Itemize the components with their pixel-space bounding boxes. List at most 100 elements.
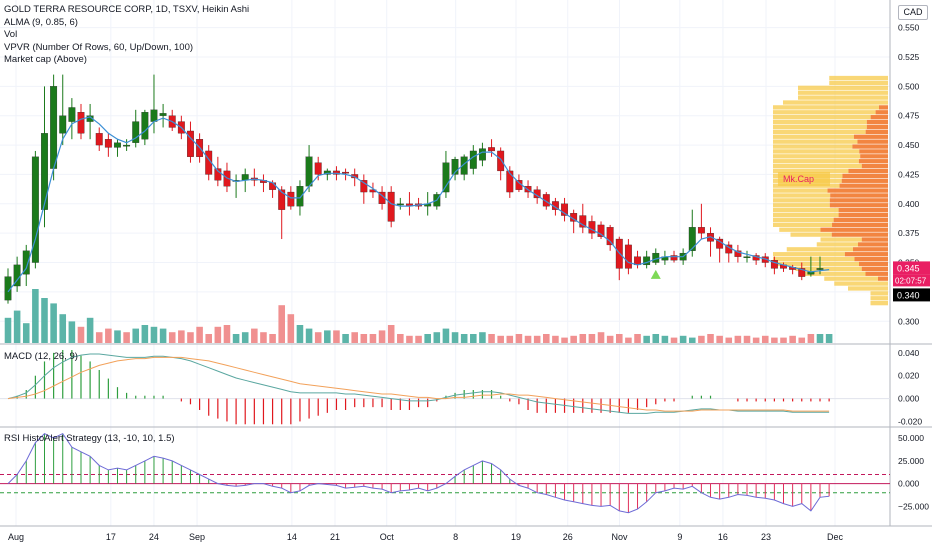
candle-0 [4,268,12,304]
current-price-badge [893,261,930,275]
candle-25 [232,174,240,198]
volume-bar-27 [251,328,258,343]
macd-tick-2: 0.020 [898,371,920,381]
volume-bar-61 [561,337,568,343]
volume-bar-56 [515,334,523,343]
vp-row-up-41 [773,110,876,115]
volume-bars [4,289,833,343]
price-tick-7: 0.475 [898,111,920,121]
candle-84 [770,256,778,275]
candle-43 [396,197,404,210]
candle-body-49 [451,159,459,175]
candle-body-39 [360,180,368,193]
vp-row-up-24 [773,193,831,198]
candle-66 [606,224,614,251]
indicator-alma[interactable]: ALMA (9, 0.85, 6) [4,16,78,28]
candle-body-63 [579,215,587,228]
candle-body-37 [342,171,350,174]
vp-row-up-30 [773,163,862,169]
volume-bar-6 [59,314,67,343]
volume-bar-84 [771,337,778,343]
macd-title[interactable]: MACD (12, 26, 9) [4,351,78,362]
vp-row-down-12 [844,252,888,257]
volume-bar-76 [698,335,705,343]
candle-33 [305,145,313,193]
x-tick-6: Oct [380,532,395,542]
vp-row-up-13 [786,247,853,252]
symbol-title[interactable]: GOLD TERRA RESOURCE CORP, 1D, TSXV, Heik… [4,4,250,15]
vp-row-up-38 [773,124,867,130]
indicator-vol[interactable]: Vol [4,29,18,40]
market-cap-label: Mk.Cap [778,172,830,186]
volume-bar-22 [205,334,213,343]
vp-row-down-21 [838,208,888,213]
volume-bar-49 [451,332,459,343]
vp-row-up-19 [773,217,834,223]
candle-52 [478,142,486,167]
volume-bar-70 [643,335,650,343]
vp-row-up-34 [773,144,853,149]
candle-body-10 [95,133,103,146]
current-price-text: 0.345 [897,263,920,273]
macd-signal-line [7,356,830,412]
vp-row-down-42 [879,105,888,110]
candle-body-69 [634,256,641,266]
x-tick-8: 19 [511,532,521,542]
grid-lines [0,0,890,526]
candle-body-33 [305,156,313,187]
x-tick-0: Aug [8,532,24,542]
candle-body-84 [770,260,778,269]
price-tick-8: 0.500 [898,81,920,91]
volume-bar-30 [278,305,285,343]
rsi-title[interactable]: RSI HistoAlert Strategy (13, -10, 10, 1.… [4,433,175,444]
volume-bar-5 [50,303,57,343]
candle-body-6 [59,115,67,134]
vp-row-down-41 [875,110,888,115]
vp-row-up-25 [773,188,828,193]
vp-row-up-35 [773,139,858,144]
volume-bar-48 [442,328,450,343]
indicator-market-cap[interactable]: Market cap (Above) [4,54,87,65]
candle-body-68 [624,244,632,269]
vp-row-down-28 [842,173,888,179]
candle-68 [624,239,632,275]
volume-bar-50 [460,334,468,343]
vp-row-up-46 [798,85,888,90]
volume-bar-21 [196,326,203,343]
volume-bar-65 [597,332,605,343]
volume-bar-67 [615,334,623,343]
candle-body-81 [743,256,751,259]
candle-body-50 [460,156,468,175]
vp-row-down-10 [859,261,888,267]
volume-bar-25 [232,334,240,343]
candle-body-4 [41,133,48,210]
candle-51 [469,145,477,175]
rsi-tick-1: 0.000 [898,479,920,489]
candle-42 [387,186,395,228]
indicator-vpvr[interactable]: VPVR (Number Of Rows, 60, Up/Down, 100) [4,41,194,53]
volume-bar-44 [406,335,413,343]
volume-bar-58 [533,335,541,343]
candle-7 [68,98,76,140]
volume-bar-53 [488,334,495,343]
candle-body-59 [542,194,550,207]
x-tick-1: 17 [106,532,116,542]
volume-bar-74 [679,335,687,343]
candle-9 [86,103,94,140]
currency-badge[interactable]: CAD [898,5,928,20]
vp-row-up-36 [773,134,854,139]
volume-profile [773,75,888,306]
candle-5 [50,74,58,181]
candle-body-36 [333,170,340,175]
vp-row-up-39 [773,119,867,125]
candle-70 [643,250,651,269]
volume-bar-36 [333,330,340,343]
candle-15 [141,109,149,146]
market-cap-box [778,172,830,186]
volume-bar-85 [780,337,787,343]
volume-bar-71 [652,334,660,343]
candle-body-65 [597,224,605,237]
vp-row-down-30 [861,163,888,169]
candle-10 [95,127,103,151]
candle-49 [451,156,459,181]
